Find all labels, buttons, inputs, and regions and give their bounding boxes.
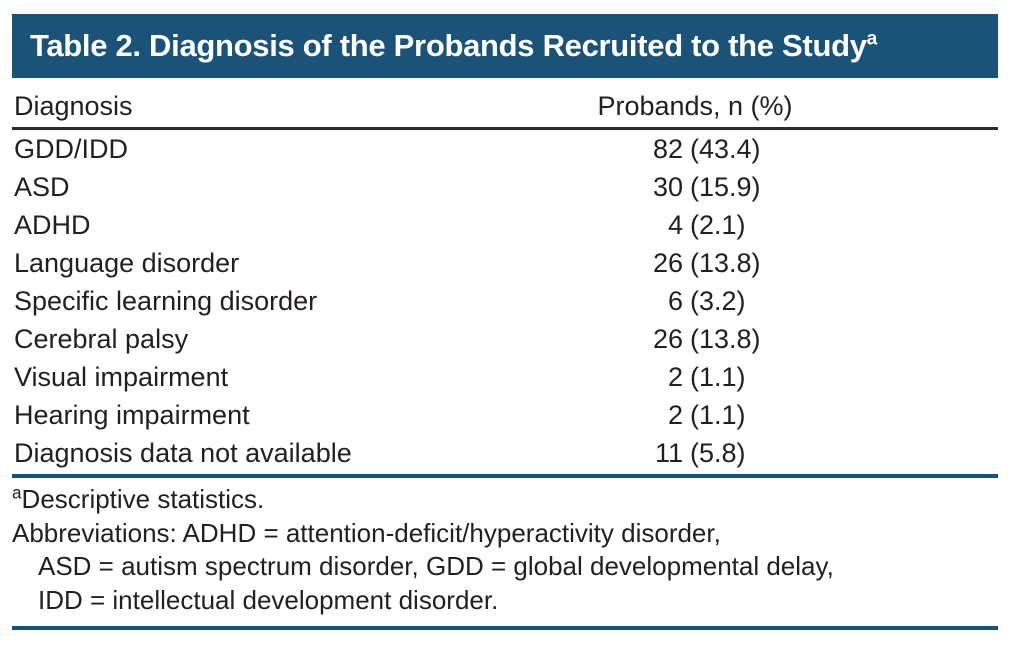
column-header-diagnosis: Diagnosis [14, 91, 133, 121]
table-title-bar: Table 2. Diagnosis of the Probands Recru… [12, 14, 998, 78]
abbreviations-line: Abbreviations: ADHD = attention-deficit/… [12, 517, 721, 548]
probands-count: 4 [667, 210, 683, 240]
probands-count: 11 [654, 438, 683, 468]
column-header-probands: Probands, n (%) [597, 91, 793, 121]
footnote-marker: a [12, 482, 22, 503]
table-row: Specific learning disorder 6 (3.2) [12, 282, 998, 320]
table-title-footnote-marker: a [866, 28, 878, 50]
diagnosis-cell: Diagnosis data not available [14, 438, 352, 468]
table-row: Cerebral palsy 26 (13.8) [12, 320, 998, 358]
probands-percent: (3.2) [690, 286, 746, 316]
diagnosis-cell: Language disorder [14, 248, 240, 278]
diagnosis-cell: ADHD [14, 210, 91, 240]
table-row: Diagnosis data not available 11 (5.8) [12, 434, 998, 472]
table-row: Language disorder 26 (13.8) [12, 244, 998, 282]
probands-percent: (1.1) [690, 362, 746, 392]
probands-cell: 11 (5.8) [613, 434, 746, 472]
table-title: Table 2. Diagnosis of the Probands Recru… [30, 28, 867, 63]
probands-cell: 26 (13.8) [613, 244, 761, 282]
probands-cell: 26 (13.8) [613, 320, 761, 358]
table-row: ADHD 4 (2.1) [12, 206, 998, 244]
abbreviations-line: IDD = intellectual development disorder. [38, 584, 499, 615]
footnote-text: Descriptive statistics. [21, 484, 265, 514]
probands-count: 6 [667, 286, 683, 316]
probands-count: 30 [652, 172, 683, 202]
probands-percent: (43.4) [690, 134, 761, 164]
figure-bottom-rule [12, 626, 998, 630]
diagnosis-cell: Cerebral palsy [14, 324, 189, 354]
footnotes: aDescriptive statistics. Abbreviations: … [12, 483, 998, 617]
probands-percent: (5.8) [690, 438, 746, 468]
diagnosis-cell: ASD [14, 172, 70, 202]
table-bottom-rule [12, 474, 998, 478]
probands-percent: (15.9) [690, 172, 761, 202]
probands-percent: (13.8) [690, 324, 761, 354]
probands-count: 2 [667, 362, 683, 392]
footnote-line: aDescriptive statistics. [12, 483, 998, 517]
probands-count: 26 [652, 324, 683, 354]
probands-cell: 2 (1.1) [613, 358, 746, 396]
probands-percent: (2.1) [690, 210, 746, 240]
table-row: ASD 30 (15.9) [12, 168, 998, 206]
diagnosis-cell: GDD/IDD [14, 134, 128, 164]
table-row: Visual impairment 2 (1.1) [12, 358, 998, 396]
probands-count: 2 [667, 400, 683, 430]
probands-count: 82 [652, 134, 683, 164]
probands-cell: 82 (43.4) [613, 130, 761, 168]
probands-percent: (13.8) [690, 248, 761, 278]
probands-cell: 30 (15.9) [613, 168, 761, 206]
diagnosis-cell: Hearing impairment [14, 400, 250, 430]
column-header-rule [12, 127, 998, 130]
abbreviations-line: ASD = autism spectrum disorder, GDD = gl… [38, 551, 834, 581]
table-body: GDD/IDD 82 (43.4) ASD 30 (15.9) ADHD 4 (2.1… [12, 130, 998, 472]
probands-cell: 6 (3.2) [613, 282, 746, 320]
probands-cell: 2 (1.1) [613, 396, 746, 434]
diagnosis-cell: Visual impairment [14, 362, 229, 392]
probands-percent: (1.1) [690, 400, 746, 430]
diagnosis-cell: Specific learning disorder [14, 286, 318, 316]
table-row: GDD/IDD 82 (43.4) [12, 130, 998, 168]
column-header-row: Diagnosis Probands, n (%) [12, 80, 998, 127]
table-row: Hearing impairment 2 (1.1) [12, 396, 998, 434]
probands-count: 26 [652, 248, 683, 278]
probands-cell: 4 (2.1) [613, 206, 746, 244]
